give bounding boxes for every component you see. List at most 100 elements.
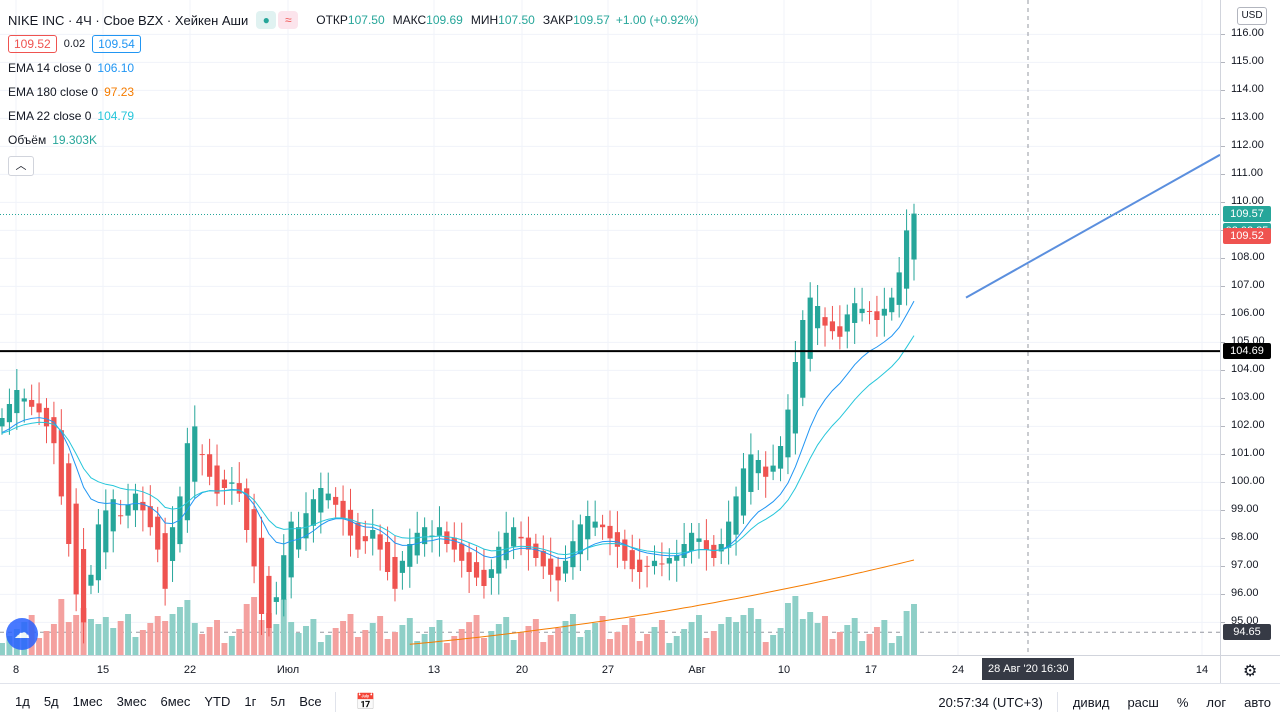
candle-body	[273, 597, 279, 602]
currency-badge[interactable]: USD	[1237, 7, 1267, 25]
volume-bar	[896, 636, 903, 655]
range-button[interactable]: YTD	[204, 694, 231, 709]
volume-bar	[347, 614, 354, 655]
volume-bar	[429, 627, 436, 655]
candle-body	[444, 531, 450, 544]
price-tick-mark	[1221, 286, 1225, 288]
volume-bar	[43, 631, 50, 655]
price-tick-label: 100.00	[1231, 475, 1265, 488]
indicator-row[interactable]: Объём 19.303K	[8, 128, 699, 152]
price-tick-label: 97.00	[1231, 559, 1259, 572]
candle-body	[340, 500, 346, 519]
clock[interactable]: 20:57:34 (UTC+3)	[938, 694, 1043, 710]
range-button[interactable]: 1мес	[72, 694, 103, 709]
delay-icon[interactable]: ≈	[278, 11, 299, 29]
candle-body	[733, 496, 739, 535]
scale-option-button[interactable]: авто	[1244, 694, 1271, 710]
volume-bar	[58, 599, 65, 655]
candle-body	[51, 417, 57, 444]
market-open-icon[interactable]: ●	[256, 11, 277, 29]
symbol-title[interactable]: NIKE INC · 4Ч · Cboe BZX · Хейкен Аши	[8, 12, 249, 28]
volume-bar	[681, 629, 688, 655]
bid-price[interactable]: 109.52	[8, 35, 57, 53]
indicator-row[interactable]: EMA 180 close 0 97.23	[8, 80, 699, 104]
price-tick-label: 96.00	[1231, 587, 1259, 600]
volume-bar	[703, 638, 710, 655]
volume-bar	[532, 619, 539, 655]
tradingview-logo-icon[interactable]: ☁	[6, 618, 38, 650]
scale-option-button[interactable]: дивид	[1072, 694, 1110, 710]
price-tick-mark	[1221, 426, 1225, 428]
candle-body	[132, 493, 139, 511]
candle-body	[555, 566, 561, 581]
candle-body	[95, 524, 101, 581]
candle-body	[785, 409, 791, 458]
candle-body	[384, 541, 391, 572]
indicator-row[interactable]: EMA 14 close 0 106.10	[8, 56, 699, 80]
volume-bar	[829, 639, 836, 655]
candle-body	[21, 398, 27, 402]
scale-option-button[interactable]: расш	[1127, 694, 1159, 710]
volume-bar	[651, 627, 658, 655]
volume-bar	[421, 634, 428, 655]
price-tick-label: 110.00	[1231, 195, 1264, 208]
range-button[interactable]: 1г	[244, 694, 257, 709]
candle-body	[607, 525, 613, 539]
candle-body	[844, 314, 850, 332]
grid-lines	[0, 0, 1220, 655]
range-button[interactable]: 3мес	[116, 694, 147, 709]
candle-body	[429, 535, 435, 537]
range-button[interactable]: 1д	[15, 694, 30, 709]
volume-bar	[673, 636, 680, 655]
price-tick-label: 113.00	[1231, 111, 1264, 124]
candle-body	[125, 504, 131, 516]
price-chart[interactable]	[0, 0, 1220, 655]
last-price-label: 109.57	[1223, 206, 1271, 223]
candle-body	[688, 532, 695, 551]
candle-body	[29, 399, 35, 407]
calendar-icon[interactable]: 📅	[355, 694, 376, 711]
volume-bar	[458, 629, 465, 655]
volume-bar	[362, 630, 369, 655]
volume-bar	[614, 632, 621, 655]
candle-body	[881, 308, 887, 316]
price-scale[interactable]: USD 95.00 96.00 97.00 98.00 99.00 100.00 101.0…	[1220, 0, 1280, 655]
chart-area[interactable]: NIKE INC · 4Ч · Cboe BZX · Хейкен Аши ● …	[0, 0, 1220, 655]
indicator-row[interactable]: EMA 22 close 0 104.79	[8, 104, 699, 128]
scale-option-button[interactable]: %	[1176, 694, 1189, 710]
candle-body	[903, 230, 910, 289]
candle-body	[518, 536, 524, 539]
volume-bar	[592, 623, 599, 655]
price-tick-label: 102.00	[1231, 419, 1265, 432]
candle-body	[807, 297, 813, 359]
volume-bar	[740, 615, 747, 655]
candle-body	[347, 509, 354, 536]
time-axis[interactable]: 8 15 22 Июл 13 20 27 Авг 10 17 24 14 28 Авг '20 16:…	[0, 655, 1220, 683]
candle-body	[103, 510, 109, 553]
volume-bar	[888, 643, 895, 655]
volume-bar	[577, 637, 584, 655]
volume-bar	[569, 614, 576, 655]
volume-bar	[488, 631, 495, 655]
range-button[interactable]: 6мес	[160, 694, 191, 709]
volume-bar	[36, 638, 43, 655]
range-button[interactable]: 5д	[43, 694, 59, 709]
price-tick-label: 98.00	[1231, 531, 1259, 544]
volume-bar	[392, 632, 398, 655]
trend-line	[965, 153, 1220, 299]
range-button[interactable]: 5л	[270, 694, 286, 709]
range-button[interactable]: Все	[299, 694, 322, 709]
scale-option-button[interactable]: лог	[1206, 694, 1227, 710]
candle-body	[214, 465, 220, 494]
volume-bar	[873, 627, 880, 655]
candle-body	[80, 549, 87, 623]
volume-bar	[191, 623, 198, 655]
gear-icon[interactable]: ⚙	[1243, 663, 1258, 680]
ask-price[interactable]: 109.54	[92, 35, 141, 53]
volume-bar	[0, 643, 5, 655]
volume-bar	[844, 625, 851, 655]
candle-body	[155, 516, 161, 550]
collapse-legend-button[interactable]: ︿	[8, 156, 34, 176]
candle-body	[258, 537, 265, 614]
candle-body	[777, 446, 784, 469]
